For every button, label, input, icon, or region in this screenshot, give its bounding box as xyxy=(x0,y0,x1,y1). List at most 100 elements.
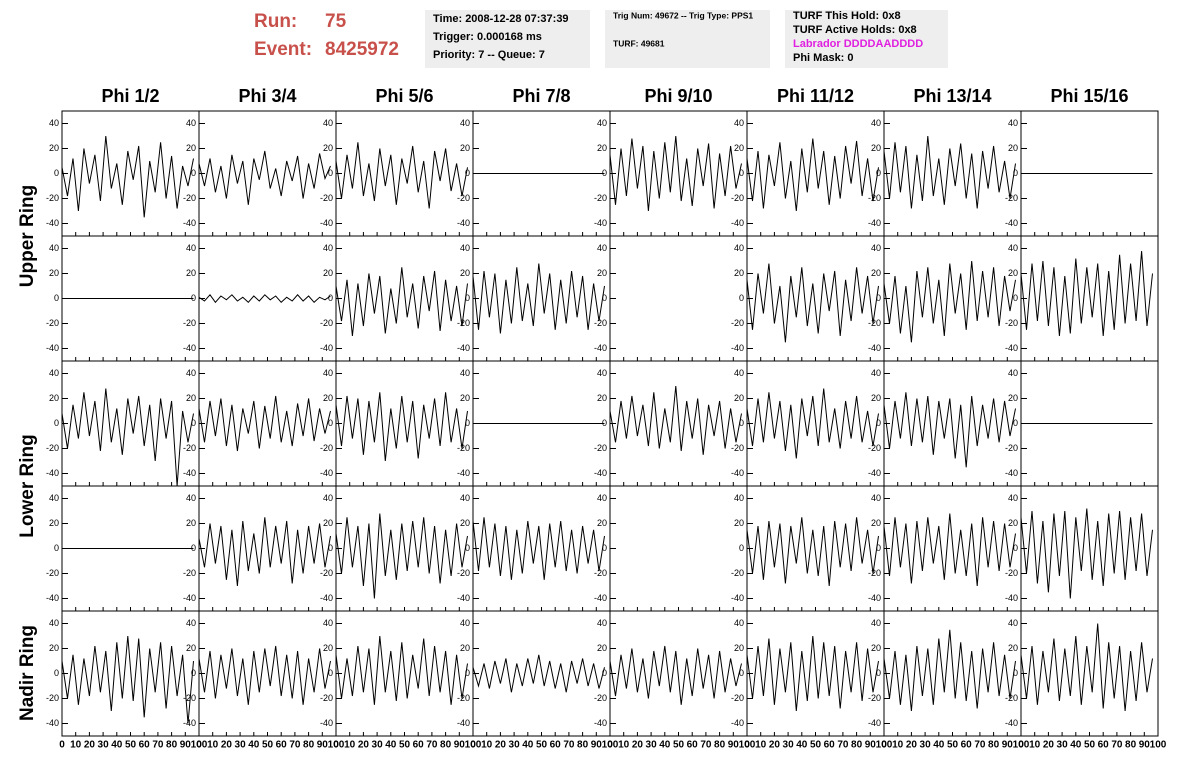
waveform xyxy=(746,388,879,459)
y-tick-label: -20 xyxy=(594,443,607,453)
x-tick-label: 30 xyxy=(372,740,384,751)
y-tick-label: 20 xyxy=(460,143,470,153)
y-tick-label: 0 xyxy=(602,418,607,428)
y-tick-label: -40 xyxy=(320,468,333,478)
ring-label: Lower Ring xyxy=(17,434,38,537)
y-tick-label: 20 xyxy=(871,643,881,653)
waveform xyxy=(883,260,1016,343)
y-tick-label: -40 xyxy=(183,218,196,228)
y-tick-label: -40 xyxy=(320,593,333,603)
waveform xyxy=(472,517,605,580)
x-tick-label: 100 xyxy=(602,740,619,751)
x-tick-label: 80 xyxy=(988,740,1000,751)
y-tick-label: -40 xyxy=(731,468,744,478)
y-tick-label: -20 xyxy=(46,693,59,703)
y-tick-label: -40 xyxy=(731,593,744,603)
x-tick-label: 50 xyxy=(947,740,959,751)
x-tick-label: 100 xyxy=(465,740,482,751)
y-tick-label: 0 xyxy=(191,668,196,678)
x-tick-label: 90 xyxy=(180,740,192,751)
x-tick-label: 30 xyxy=(509,740,521,751)
x-tick-label: 90 xyxy=(317,740,329,751)
y-tick-label: 0 xyxy=(602,293,607,303)
y-tick-label: 20 xyxy=(871,393,881,403)
y-tick-label: 40 xyxy=(1008,368,1018,378)
y-tick-label: -20 xyxy=(594,318,607,328)
y-tick-label: -40 xyxy=(46,343,59,353)
y-tick-label: 20 xyxy=(460,393,470,403)
panel-frame xyxy=(198,610,337,737)
y-tick-label: 40 xyxy=(49,118,59,128)
y-tick-label: -20 xyxy=(731,693,744,703)
y-tick-label: 20 xyxy=(871,143,881,153)
run-label: Run: xyxy=(254,11,297,32)
y-tick-label: 0 xyxy=(328,168,333,178)
waveform xyxy=(883,392,1016,468)
x-tick-label: 50 xyxy=(262,740,274,751)
waveform xyxy=(883,629,1016,712)
y-tick-label: -40 xyxy=(731,343,744,353)
x-tick-label: 60 xyxy=(1098,740,1110,751)
y-tick-label: 20 xyxy=(323,268,333,278)
x-tick-label: 40 xyxy=(522,740,534,751)
y-tick-label: -20 xyxy=(320,318,333,328)
x-tick-label: 100 xyxy=(739,740,756,751)
y-tick-label: 20 xyxy=(734,643,744,653)
y-tick-label: 40 xyxy=(49,493,59,503)
y-tick-label: 40 xyxy=(186,368,196,378)
waveform xyxy=(883,135,1016,209)
y-tick-label: 20 xyxy=(186,518,196,528)
x-tick-label: 10 xyxy=(1029,740,1041,751)
y-tick-label: -20 xyxy=(183,693,196,703)
y-tick-label: -20 xyxy=(731,568,744,578)
x-tick-label: 70 xyxy=(426,740,438,751)
y-tick-label: 20 xyxy=(734,268,744,278)
y-tick-label: -20 xyxy=(320,693,333,703)
waveform xyxy=(609,135,742,212)
y-tick-label: -20 xyxy=(183,318,196,328)
x-tick-label: 10 xyxy=(344,740,356,751)
x-tick-label: 60 xyxy=(550,740,562,751)
y-tick-label: -40 xyxy=(1005,718,1018,728)
y-tick-label: 0 xyxy=(191,293,196,303)
x-tick-label: 50 xyxy=(810,740,822,751)
y-tick-label: -20 xyxy=(320,193,333,203)
y-tick-label: 0 xyxy=(54,543,59,553)
x-tick-label: 20 xyxy=(358,740,370,751)
y-tick-label: -20 xyxy=(731,193,744,203)
y-tick-label: -20 xyxy=(320,443,333,453)
x-tick-label: 80 xyxy=(303,740,315,751)
y-tick-label: -40 xyxy=(457,343,470,353)
y-tick-label: -40 xyxy=(594,468,607,478)
y-tick-label: -40 xyxy=(320,218,333,228)
x-tick-label: 50 xyxy=(399,740,411,751)
x-tick-label: 20 xyxy=(906,740,918,751)
y-tick-label: 40 xyxy=(597,618,607,628)
y-tick-label: 0 xyxy=(328,543,333,553)
y-tick-label: 40 xyxy=(734,368,744,378)
ring-label: Nadir Ring xyxy=(17,625,38,721)
waveform xyxy=(198,150,331,205)
x-tick-label: 70 xyxy=(152,740,164,751)
x-tick-label: 0 xyxy=(607,740,613,751)
y-tick-label: -40 xyxy=(46,468,59,478)
panel-frame xyxy=(746,485,885,612)
y-tick-label: -40 xyxy=(1005,218,1018,228)
y-tick-label: 0 xyxy=(739,543,744,553)
y-tick-label: -40 xyxy=(1005,343,1018,353)
x-tick-label: 80 xyxy=(851,740,863,751)
y-tick-label: 0 xyxy=(1013,168,1018,178)
y-tick-label: 20 xyxy=(734,143,744,153)
y-tick-label: 0 xyxy=(876,168,881,178)
y-tick-label: 0 xyxy=(876,418,881,428)
y-tick-label: 0 xyxy=(54,168,59,178)
x-tick-label: 80 xyxy=(714,740,726,751)
x-tick-label: 90 xyxy=(1139,740,1151,751)
waveform xyxy=(335,142,468,209)
x-tick-label: 90 xyxy=(865,740,877,751)
y-tick-label: 0 xyxy=(465,543,470,553)
panel-frame xyxy=(472,610,611,737)
waveform xyxy=(472,263,605,334)
y-tick-label: -40 xyxy=(183,468,196,478)
info-box xyxy=(425,10,590,68)
